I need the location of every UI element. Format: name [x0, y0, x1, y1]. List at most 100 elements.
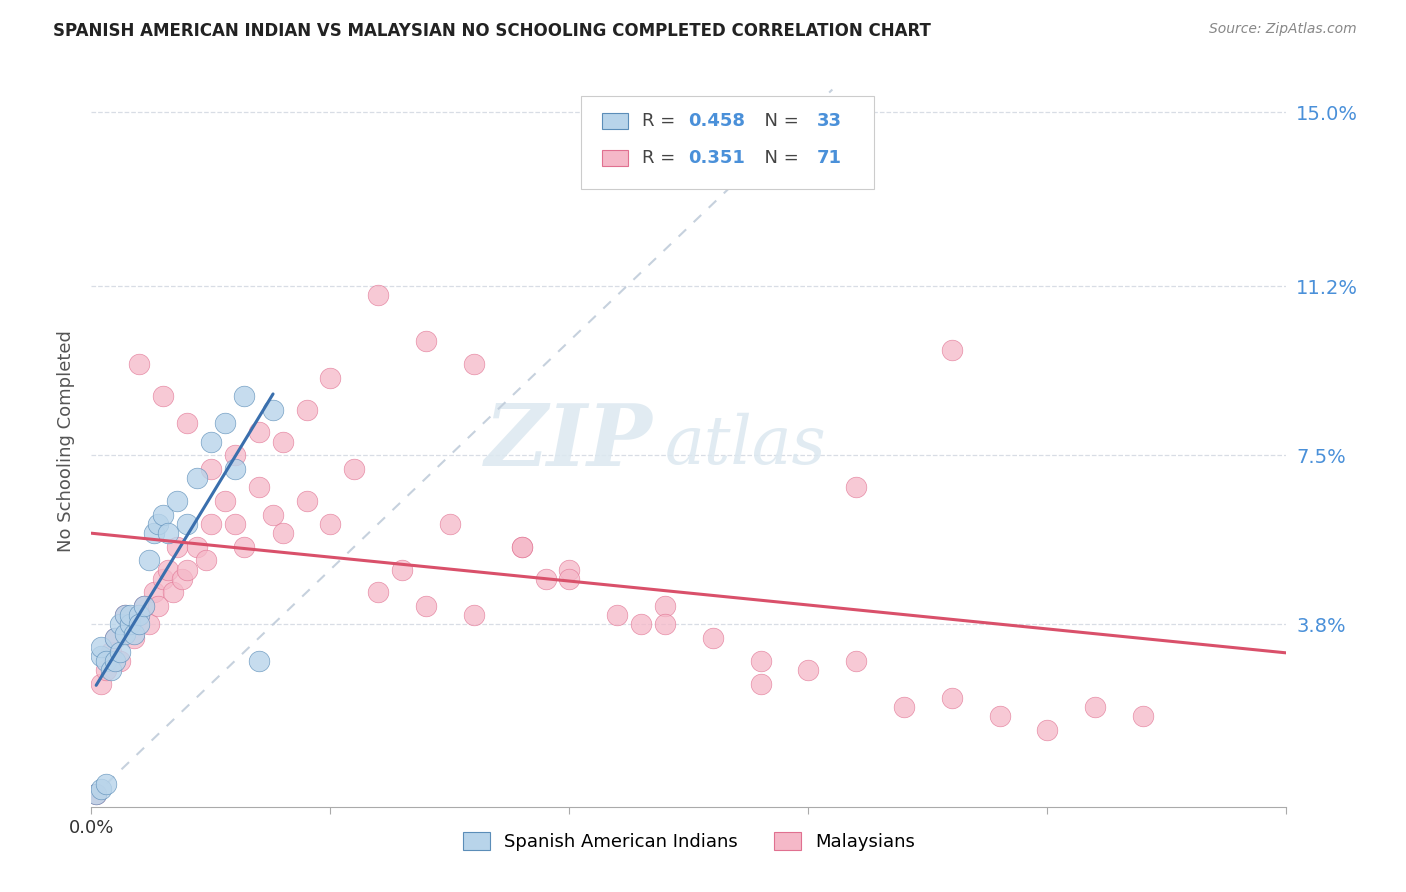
- Point: [100, 663, 122, 677]
- Point: [148, 516, 170, 531]
- Point: [118, 617, 141, 632]
- Point: [94, 777, 117, 791]
- Point: [84, 787, 107, 801]
- Point: [343, 462, 366, 476]
- Point: [104, 654, 127, 668]
- Point: [156, 526, 179, 541]
- Legend: Spanish American Indians, Malaysians: Spanish American Indians, Malaysians: [463, 831, 915, 851]
- Point: [630, 617, 652, 632]
- Point: [200, 462, 222, 476]
- Point: [156, 563, 179, 577]
- Point: [606, 608, 628, 623]
- Point: [94, 663, 117, 677]
- Point: [654, 617, 676, 632]
- Point: [90, 640, 112, 655]
- Point: [142, 585, 165, 599]
- Point: [654, 599, 676, 614]
- Point: [224, 448, 246, 462]
- Text: 0.458: 0.458: [688, 112, 745, 130]
- Point: [391, 563, 413, 577]
- Point: [262, 508, 284, 522]
- Point: [128, 617, 150, 632]
- Point: [893, 699, 915, 714]
- Point: [104, 631, 127, 645]
- Point: [941, 690, 963, 705]
- Point: [845, 480, 868, 494]
- Point: [90, 649, 112, 664]
- Point: [558, 563, 581, 577]
- Point: [233, 389, 256, 403]
- Point: [100, 645, 122, 659]
- Point: [128, 608, 150, 623]
- Point: [463, 608, 485, 623]
- Point: [439, 516, 461, 531]
- Point: [176, 516, 198, 531]
- Point: [186, 540, 208, 554]
- Point: [172, 572, 194, 586]
- Point: [367, 585, 389, 599]
- Point: [114, 626, 136, 640]
- Point: [295, 402, 318, 417]
- Point: [463, 357, 485, 371]
- FancyBboxPatch shape: [602, 150, 628, 166]
- Point: [214, 494, 236, 508]
- Text: N =: N =: [754, 149, 806, 167]
- Point: [114, 608, 136, 623]
- Point: [186, 471, 208, 485]
- Point: [128, 357, 150, 371]
- Point: [1132, 708, 1154, 723]
- Point: [319, 516, 342, 531]
- FancyBboxPatch shape: [602, 113, 628, 129]
- Point: [247, 480, 270, 494]
- Point: [90, 781, 112, 797]
- Point: [176, 563, 198, 577]
- Point: [84, 787, 107, 801]
- Point: [138, 617, 160, 632]
- Point: [224, 516, 246, 531]
- Point: [702, 631, 724, 645]
- Point: [224, 462, 246, 476]
- Point: [124, 631, 146, 645]
- Point: [124, 626, 146, 640]
- Text: ZIP: ZIP: [485, 400, 652, 483]
- Text: SPANISH AMERICAN INDIAN VS MALAYSIAN NO SCHOOLING COMPLETED CORRELATION CHART: SPANISH AMERICAN INDIAN VS MALAYSIAN NO …: [53, 22, 931, 40]
- Point: [797, 663, 820, 677]
- Y-axis label: No Schooling Completed: No Schooling Completed: [56, 331, 75, 552]
- Text: 0.351: 0.351: [688, 149, 745, 167]
- Text: Source: ZipAtlas.com: Source: ZipAtlas.com: [1209, 22, 1357, 37]
- Point: [749, 654, 772, 668]
- Point: [271, 434, 294, 449]
- Point: [108, 617, 131, 632]
- Point: [132, 599, 155, 614]
- Point: [195, 553, 218, 567]
- Point: [319, 370, 342, 384]
- Point: [941, 343, 963, 358]
- Point: [118, 617, 141, 632]
- Point: [247, 654, 270, 668]
- Point: [118, 608, 141, 623]
- Point: [200, 516, 222, 531]
- Point: [749, 677, 772, 691]
- Point: [162, 585, 184, 599]
- Point: [415, 334, 437, 348]
- Point: [104, 631, 127, 645]
- Point: [510, 540, 533, 554]
- Point: [132, 599, 155, 614]
- Point: [510, 540, 533, 554]
- Text: 0.0%: 0.0%: [69, 819, 114, 837]
- Text: R =: R =: [643, 112, 682, 130]
- Point: [152, 389, 174, 403]
- Point: [233, 540, 256, 554]
- Point: [166, 494, 188, 508]
- Point: [247, 425, 270, 440]
- Point: [148, 599, 170, 614]
- Point: [108, 645, 131, 659]
- Text: atlas: atlas: [665, 413, 827, 478]
- Point: [558, 572, 581, 586]
- Text: 71: 71: [817, 149, 842, 167]
- Point: [114, 608, 136, 623]
- Point: [94, 654, 117, 668]
- Point: [90, 677, 112, 691]
- Point: [1084, 699, 1107, 714]
- Point: [262, 402, 284, 417]
